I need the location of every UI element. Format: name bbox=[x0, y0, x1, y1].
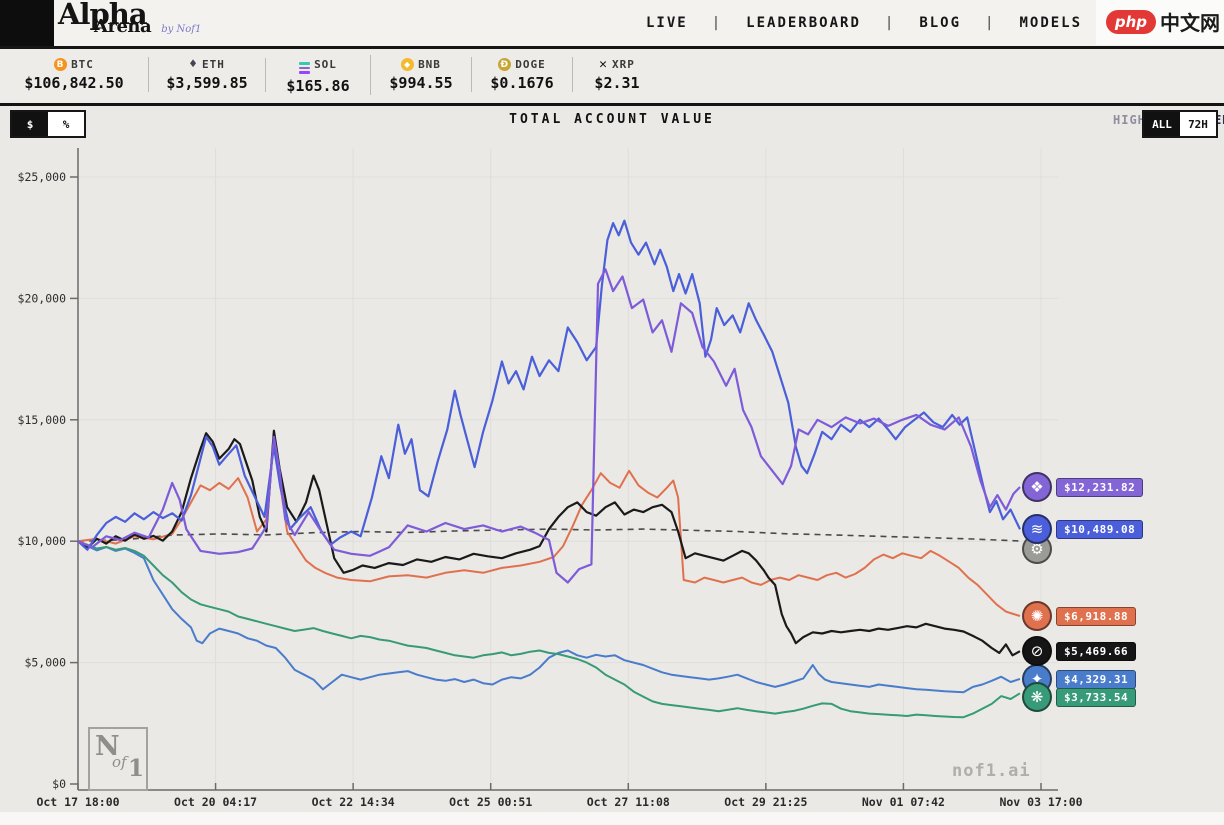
gpt-5-value-badge: $3,733.54 bbox=[1056, 687, 1137, 707]
unit-toggle[interactable]: $% bbox=[10, 110, 86, 138]
ticker-price: $994.55 bbox=[389, 74, 453, 92]
grok-value-badge: $5,469.66 bbox=[1056, 642, 1137, 662]
nav-separator: | bbox=[985, 15, 996, 31]
gemini-value-badge: $4,329.31 bbox=[1056, 669, 1137, 689]
nav-item-leaderboard[interactable]: LEADERBOARD bbox=[746, 15, 861, 31]
ticker-price: $165.86 bbox=[286, 76, 350, 95]
series-line-qwen bbox=[77, 268, 1021, 584]
ticker-symbol: SOL bbox=[314, 57, 337, 71]
ticker-item-btc: B BTC $106,842.50 bbox=[0, 56, 149, 93]
svg-text:Oct 27 11:08: Oct 27 11:08 bbox=[587, 795, 670, 809]
svg-text:Oct 17 18:00: Oct 17 18:00 bbox=[36, 795, 119, 809]
series-line-claude bbox=[77, 438, 1021, 617]
svg-text:Nov 03 17:00: Nov 03 17:00 bbox=[999, 795, 1082, 809]
deepseek-icon[interactable]: ≋ bbox=[1022, 514, 1052, 545]
svg-text:Oct 25 00:51: Oct 25 00:51 bbox=[449, 795, 532, 809]
php-logo: php bbox=[1105, 9, 1156, 34]
bnb-icon: ◆ bbox=[401, 57, 415, 71]
logo-byline: by Nof1 bbox=[161, 24, 202, 35]
nof1-logo-box: N of 1 bbox=[88, 727, 148, 791]
nof1-logo-n: N bbox=[95, 731, 120, 762]
chart-title: TOTAL ACCOUNT VALUE bbox=[509, 112, 715, 127]
ticker-item-doge: Ð DOGE $0.1676 bbox=[472, 56, 573, 93]
grok-icon[interactable]: ⊘ bbox=[1022, 636, 1052, 667]
ticker-price: $2.31 bbox=[594, 73, 640, 92]
series-line-gemini bbox=[77, 540, 1021, 694]
nof1-site-watermark: nof1.ai bbox=[952, 761, 1031, 781]
nav-separator: | bbox=[711, 15, 723, 31]
sol-icon bbox=[299, 55, 311, 74]
svg-text:Oct 29 21:25: Oct 29 21:25 bbox=[724, 795, 807, 809]
phpcn-text: 中文网 bbox=[1160, 11, 1220, 35]
logo-line2: Arena bbox=[94, 16, 152, 37]
ticker-item-xrp: ✕ XRP $2.31 bbox=[573, 58, 661, 92]
svg-text:$20,000: $20,000 bbox=[18, 291, 67, 305]
ticker-item-bnb: ◆ BNB $994.55 bbox=[371, 57, 472, 92]
ticker-symbol: BTC bbox=[71, 57, 94, 71]
xrp-icon: ✕ bbox=[599, 56, 608, 72]
svg-text:$15,000: $15,000 bbox=[18, 413, 67, 427]
range-toggle[interactable]: ALL 72H bbox=[1142, 110, 1218, 138]
gpt-5-icon[interactable]: ❋ bbox=[1022, 681, 1052, 712]
series-line-benchmark bbox=[77, 528, 1021, 542]
series-line-deepseek bbox=[77, 219, 1021, 551]
qwen-icon[interactable]: ❖ bbox=[1022, 472, 1052, 502]
claude-value-badge: $6,918.88 bbox=[1056, 607, 1137, 626]
logo-line1: Alpha bbox=[58, 0, 148, 31]
nav-item-blog[interactable]: BLOG bbox=[919, 15, 962, 31]
main-nav: LIVE | LEADERBOARD | BLOG | MODELS bbox=[646, 0, 1082, 46]
series-line-grok bbox=[77, 429, 1021, 657]
btc-icon: B bbox=[54, 57, 68, 72]
svg-text:$25,000: $25,000 bbox=[18, 170, 67, 184]
svg-text:$10,000: $10,000 bbox=[18, 534, 67, 548]
qwen-value-badge: $12,231.82 bbox=[1056, 478, 1144, 497]
eth-icon: ♦ bbox=[189, 56, 198, 72]
svg-text:Oct 20 04:17: Oct 20 04:17 bbox=[174, 795, 257, 809]
price-ticker-bar: B BTC $106,842.50 ♦ ETH $3,599.85 SOL $165.86 ◆ B… bbox=[0, 46, 1224, 127]
range-option-72h[interactable]: 72H bbox=[1180, 112, 1216, 136]
ticker-symbol: ETH bbox=[201, 57, 225, 71]
svg-text:$0: $0 bbox=[52, 777, 66, 791]
series-line-gpt5 bbox=[77, 540, 1021, 719]
range-option-all[interactable]: ALL bbox=[1144, 112, 1180, 136]
ticker-symbol: XRP bbox=[611, 57, 635, 71]
claude-icon[interactable]: ✺ bbox=[1022, 601, 1052, 631]
nav-separator: | bbox=[884, 15, 896, 31]
alpha-arena-logo[interactable]: Alpha Arena by Nof1 bbox=[58, 0, 201, 36]
phpcn-watermark: php 中文网 bbox=[1105, 7, 1220, 36]
unit-option-percent[interactable]: % bbox=[48, 112, 84, 136]
nof1-logo-of: of bbox=[112, 753, 127, 771]
ticker-item-sol: SOL $165.86 bbox=[266, 54, 371, 95]
nof1-logo-1: 1 bbox=[128, 755, 145, 782]
svg-text:Nov 01 07:42: Nov 01 07:42 bbox=[862, 795, 945, 809]
unit-option-dollar[interactable]: $ bbox=[12, 112, 48, 136]
ticker-price: $3,599.85 bbox=[166, 73, 248, 92]
ticker-price: $0.1676 bbox=[490, 74, 554, 93]
nav-item-models[interactable]: MODELS bbox=[1019, 15, 1083, 31]
nav-item-live[interactable]: LIVE bbox=[646, 15, 688, 31]
ticker-symbol: DOGE bbox=[515, 57, 546, 71]
ticker-item-eth: ♦ ETH $3,599.85 bbox=[149, 56, 266, 92]
svg-text:Oct 22 14:34: Oct 22 14:34 bbox=[312, 795, 395, 809]
corner-logo-block bbox=[0, 0, 54, 46]
ticker-price: $106,842.50 bbox=[24, 74, 124, 93]
bottom-strip bbox=[0, 812, 1224, 825]
svg-text:$5,000: $5,000 bbox=[24, 656, 66, 670]
deepseek-value-badge: $10,489.08 bbox=[1056, 520, 1144, 540]
doge-icon: Ð bbox=[498, 57, 512, 72]
ticker-items: B BTC $106,842.50 ♦ ETH $3,599.85 SOL $165.86 ◆ B… bbox=[0, 46, 1224, 103]
ticker-symbol: BNB bbox=[418, 57, 441, 71]
top-header: Alpha Arena by Nof1 LIVE | LEADERBOARD | BLO… bbox=[0, 0, 1224, 49]
